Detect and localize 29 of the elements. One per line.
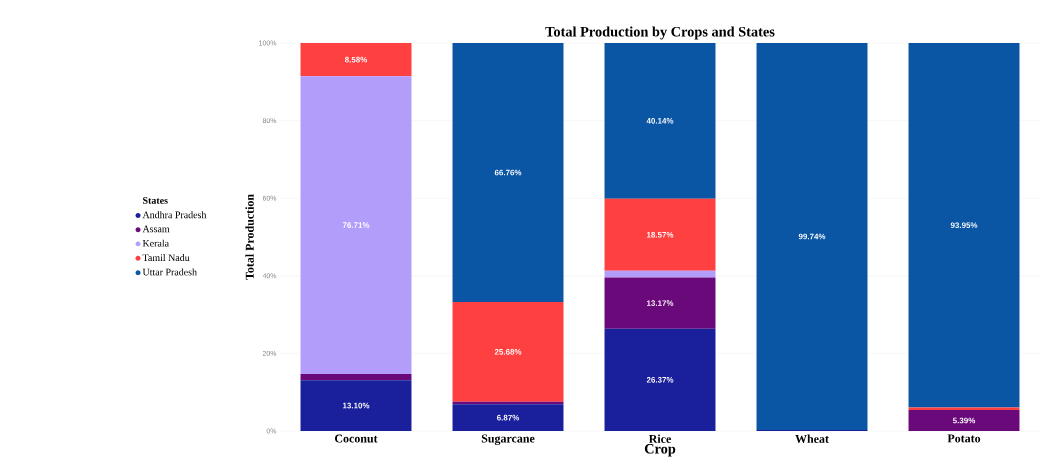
x-tick-label: Wheat bbox=[795, 434, 829, 443]
bar bbox=[300, 43, 412, 77]
bar bbox=[452, 302, 564, 402]
legend-label: Kerala bbox=[142, 239, 169, 247]
legend-label: Assam bbox=[142, 225, 170, 233]
y-axis-title: Total Production bbox=[245, 194, 254, 280]
bar bbox=[604, 328, 716, 431]
bar bbox=[452, 43, 564, 303]
legend-label: Uttar Pradesh bbox=[142, 268, 197, 276]
bar bbox=[604, 43, 716, 199]
x-tick-label: Potato bbox=[947, 434, 981, 443]
bar bbox=[908, 43, 1020, 408]
legend-label: Andhra Pradesh bbox=[142, 211, 207, 219]
chart-title: Total Production by Crops and States bbox=[545, 26, 775, 40]
x-tick-label: Rice bbox=[648, 434, 671, 443]
bar bbox=[300, 76, 412, 374]
bar bbox=[908, 410, 1020, 431]
legend-label: Tamil Nadu bbox=[142, 254, 190, 262]
bar bbox=[756, 43, 868, 430]
legend-title: States bbox=[143, 197, 168, 204]
bar bbox=[452, 404, 564, 431]
bar bbox=[604, 198, 716, 271]
x-tick-label: Coconut bbox=[334, 434, 378, 443]
bar bbox=[604, 277, 716, 329]
x-tick-label: Sugarcane bbox=[481, 434, 535, 446]
bar bbox=[300, 373, 412, 381]
bar bbox=[604, 270, 716, 278]
x-axis-title: Crop bbox=[644, 443, 676, 457]
bar bbox=[300, 380, 412, 431]
